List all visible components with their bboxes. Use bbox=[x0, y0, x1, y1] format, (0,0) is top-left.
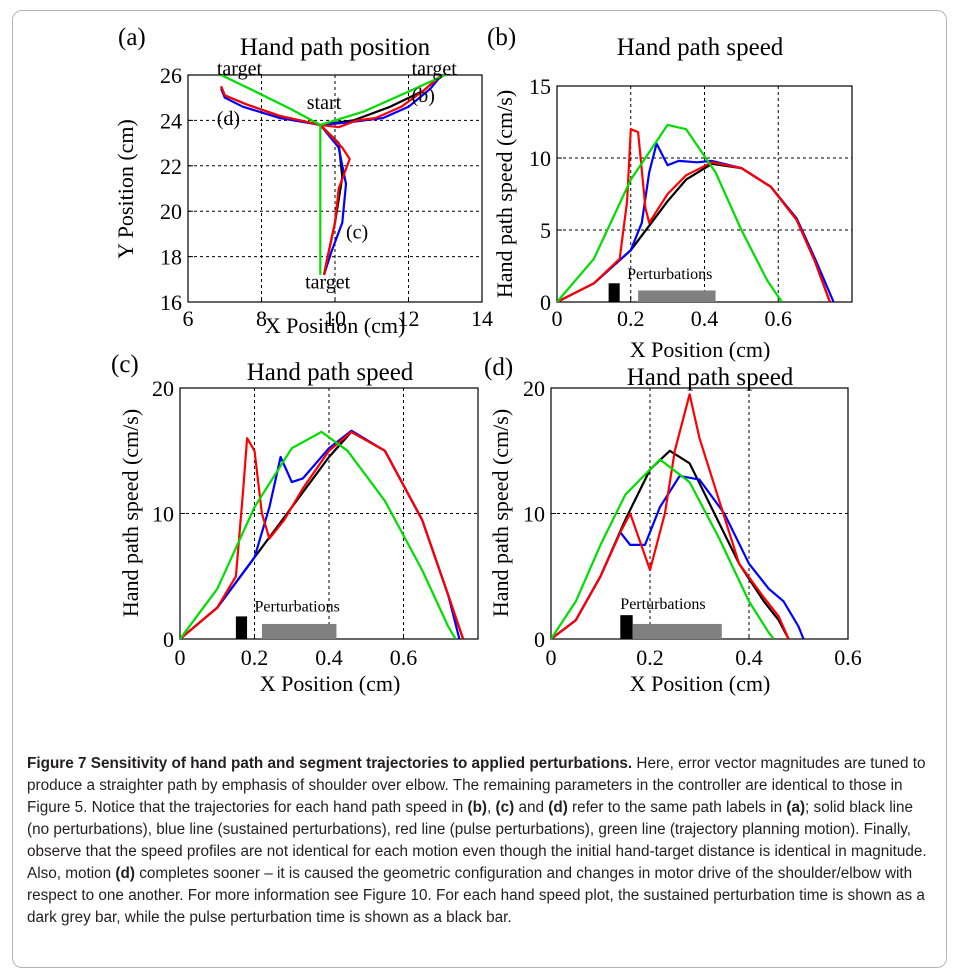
series-line-green-a-0 bbox=[220, 75, 321, 126]
x-tick-label-a: 14 bbox=[471, 306, 493, 331]
y-axis-label-d: Hand path speed (cm/s) bbox=[488, 409, 513, 617]
y-tick-label-c: 10 bbox=[152, 502, 174, 527]
x-tick-label-a: 6 bbox=[183, 306, 194, 331]
plot-title-a: Hand path position bbox=[240, 34, 431, 61]
y-axis-label-c: Hand path speed (cm/s) bbox=[118, 409, 143, 617]
x-tick-label-b: 0.2 bbox=[617, 306, 645, 331]
y-axis-label-b: Hand path speed (cm/s) bbox=[492, 90, 517, 298]
panel-label-d: (d) bbox=[484, 354, 513, 381]
caption-text: refer to the same path labels in bbox=[567, 799, 787, 816]
x-tick-label-c: 0.6 bbox=[390, 645, 418, 670]
y-tick-label-b: 0 bbox=[540, 290, 551, 315]
y-tick-label-a: 22 bbox=[160, 154, 182, 179]
perturbations-label-d: Perturbations bbox=[620, 596, 705, 613]
x-tick-label-d: 0.2 bbox=[636, 645, 664, 670]
series-line-green-d bbox=[551, 458, 775, 639]
x-axis-label-c: X Position (cm) bbox=[260, 671, 401, 696]
y-tick-label-c: 0 bbox=[163, 627, 174, 652]
x-tick-label-a: 8 bbox=[256, 306, 267, 331]
panel-label-a: (a) bbox=[118, 24, 146, 51]
y-tick-label-a: 16 bbox=[160, 290, 182, 315]
caption-panel-ref: (b) bbox=[467, 799, 488, 816]
caption-text: Here, error vector magnitudes are tuned … bbox=[27, 755, 926, 816]
caption-panel-ref: (a) bbox=[786, 799, 806, 816]
series-line-red-a-2 bbox=[319, 124, 351, 276]
annotation-a-0: target bbox=[217, 58, 263, 80]
x-tick-label-a: 12 bbox=[398, 306, 420, 331]
caption-text: , bbox=[487, 799, 496, 816]
series-line-red-b bbox=[557, 128, 831, 302]
annotation-a-3: (b) bbox=[412, 85, 435, 107]
series-line-red-a-0 bbox=[220, 85, 321, 126]
annotation-a-1: target bbox=[412, 58, 458, 80]
series-line-blue-d bbox=[551, 474, 805, 639]
x-tick-label-c: 0.2 bbox=[241, 645, 269, 670]
y-tick-label-a: 20 bbox=[160, 199, 182, 224]
x-tick-label-b: 0.4 bbox=[691, 306, 719, 331]
x-tick-label-b: 0.6 bbox=[765, 306, 793, 331]
caption-text: completes sooner – it is caused the geom… bbox=[27, 865, 925, 926]
x-tick-label-b: 0 bbox=[552, 306, 563, 331]
series-line-green-b bbox=[557, 123, 783, 302]
panel-label-c: (c) bbox=[111, 351, 139, 378]
x-axis-label-b: X Position (cm) bbox=[630, 337, 771, 362]
plot-title-d: Hand path speed bbox=[627, 364, 794, 391]
perturbations-label-b: Perturbations bbox=[627, 266, 712, 283]
y-tick-label-a: 26 bbox=[160, 63, 182, 88]
caption-panel-ref: (d) bbox=[115, 865, 135, 882]
annotation-a-2: start bbox=[307, 92, 342, 114]
sustained-perturbation-bar-c bbox=[261, 623, 337, 639]
x-axis-label-a: X Position (cm) bbox=[265, 313, 406, 338]
annotation-a-4: (d) bbox=[217, 108, 240, 130]
series-line-blue-a-1 bbox=[320, 75, 443, 126]
series-line-green-a-1 bbox=[319, 75, 446, 126]
y-tick-label-d: 10 bbox=[523, 502, 545, 527]
pulse-perturbation-bar-d bbox=[620, 615, 633, 639]
caption-text: ; solid black line (no perturbations), b… bbox=[27, 799, 927, 882]
y-tick-label-a: 24 bbox=[160, 108, 182, 133]
pulse-perturbation-bar-b bbox=[608, 283, 620, 302]
y-tick-label-a: 18 bbox=[160, 245, 182, 270]
annotation-a-5: (c) bbox=[346, 221, 368, 243]
figure-frame bbox=[12, 10, 947, 968]
x-tick-label-c: 0 bbox=[175, 645, 186, 670]
x-axis-label-d: X Position (cm) bbox=[630, 671, 771, 696]
x-tick-label-c: 0.4 bbox=[315, 645, 343, 670]
y-tick-label-d: 0 bbox=[534, 627, 545, 652]
caption-text: and bbox=[514, 799, 549, 816]
sustained-perturbation-bar-d bbox=[632, 623, 722, 639]
series-line-red-c bbox=[180, 430, 465, 639]
plot-title-c: Hand path speed bbox=[247, 359, 414, 386]
annotation-a-6: target bbox=[305, 271, 351, 293]
y-tick-label-b: 15 bbox=[529, 74, 551, 99]
pulse-perturbation-bar-c bbox=[235, 616, 248, 639]
series-line-red-a-1 bbox=[320, 75, 443, 129]
plot-title-b: Hand path speed bbox=[617, 34, 784, 61]
y-tick-label-b: 5 bbox=[540, 218, 551, 243]
x-tick-label-d: 0.4 bbox=[735, 645, 763, 670]
y-axis-label-a: Y Position (cm) bbox=[113, 119, 138, 259]
figure-caption: Figure 7 Sensitivity of hand path and se… bbox=[27, 753, 935, 929]
series-line-blue-a-2 bbox=[319, 124, 348, 276]
y-tick-label-b: 10 bbox=[529, 146, 551, 171]
caption-title: Figure 7 Sensitivity of hand path and se… bbox=[27, 755, 633, 772]
figure-7-charts: Hand path position (a) 6 8 10 12 14 16 18 20 22 24 2… bbox=[111, 24, 862, 696]
caption-panel-ref: (d) bbox=[548, 799, 568, 816]
x-tick-label-d: 0.6 bbox=[834, 645, 862, 670]
series-line-green-c bbox=[180, 430, 457, 639]
panel-label-b: (b) bbox=[487, 24, 516, 51]
sustained-perturbation-bar-b bbox=[638, 290, 716, 302]
perturbations-label-c: Perturbations bbox=[255, 598, 340, 615]
x-tick-label-d: 0 bbox=[546, 645, 557, 670]
x-tick-label-a: 10 bbox=[324, 306, 346, 331]
series-line-red-d bbox=[551, 393, 790, 639]
caption-panel-ref: (c) bbox=[495, 799, 515, 816]
y-tick-label-c: 20 bbox=[152, 376, 174, 401]
y-tick-label-d: 20 bbox=[523, 376, 545, 401]
